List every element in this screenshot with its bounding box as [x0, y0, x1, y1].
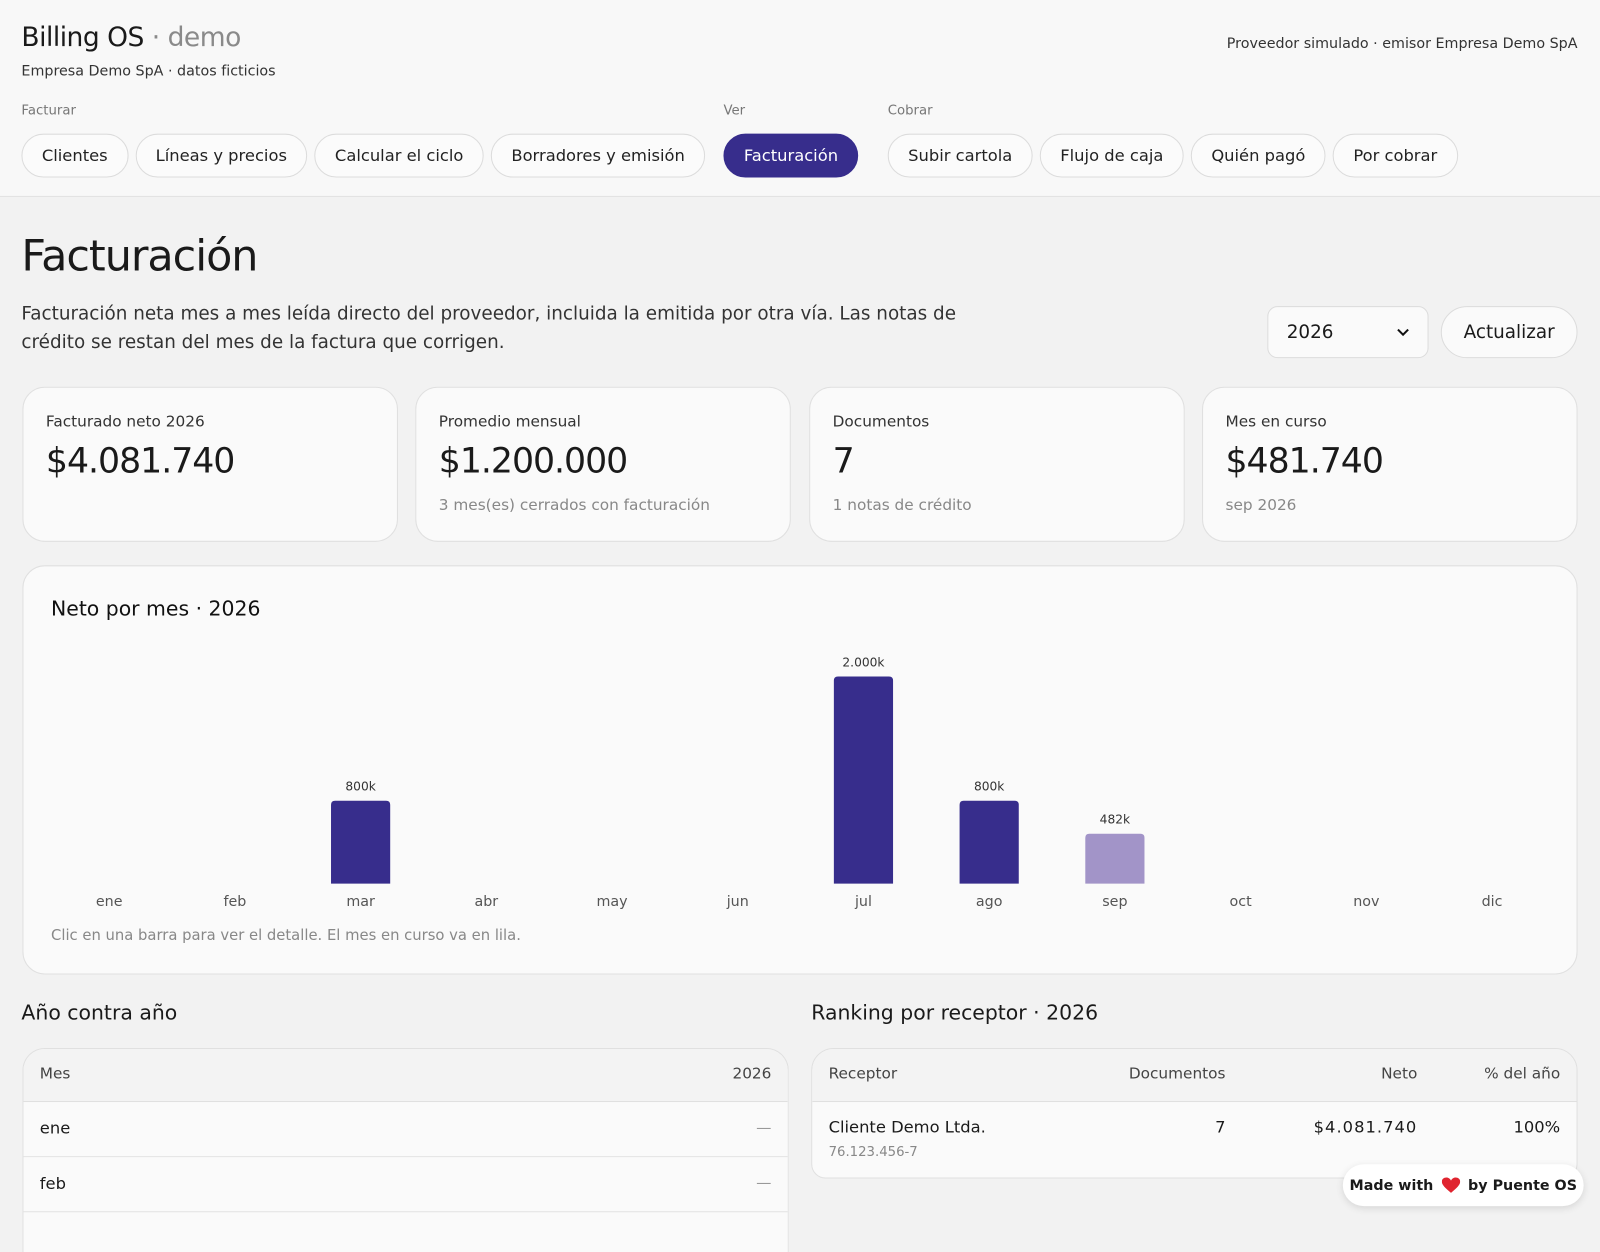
nav-group-label: Cobrar [887, 103, 933, 119]
nav-group: Cobrar Subir cartola Flujo de caja Quién pa… [887, 103, 1458, 178]
chart: Neto por mes · 2026 ene feb mar 800k abr may ju… [51, 596, 1503, 944]
nav-pill[interactable]: Borradores y emisión [490, 133, 706, 178]
x-tick-label: sep [1102, 894, 1127, 910]
x-tick-label: ene [96, 894, 123, 910]
nav-pills: Clientes Líneas y precios Calcular el cicl… [21, 133, 706, 178]
badge-text: by Puente OS [1468, 1177, 1577, 1194]
nav-group-label: Facturar [21, 103, 76, 119]
bar-value-label: 2.000k [842, 655, 885, 669]
yoy-table: Mes 2026 ene — feb — [22, 1047, 789, 1252]
app-subtitle: Empresa Demo SpA · datos ficticios [21, 63, 276, 80]
kpi-label: Promedio mensual [438, 412, 581, 431]
nav-pill[interactable]: Facturación [723, 133, 859, 178]
nav-pill[interactable]: Flujo de caja [1039, 133, 1184, 178]
chevron [1397, 328, 1409, 336]
badge-text: Made with [1349, 1177, 1434, 1194]
bar-value-label: 800k [974, 780, 1005, 794]
bar-value-label: 482k [1100, 813, 1131, 827]
kpi-value: $1.200.000 [438, 440, 628, 482]
made-with-badge[interactable]: Made with by Puente OS [1342, 1164, 1584, 1207]
x-tick-label: jun [726, 894, 749, 910]
table-row: Cliente Demo Ltda. 76.123.456-7 7 $4.081.74… [812, 1102, 1576, 1178]
cell-documents: 7 [1215, 1117, 1226, 1137]
table-row: feb — [23, 1157, 788, 1213]
nav-pills: Subir cartola Flujo de caja Quién pagó Por … [887, 133, 1458, 178]
kpi-card: Mes en curso $481.740 sep 2026 [1202, 386, 1578, 542]
app: Billing OS · demo Empresa Demo SpA · dat… [0, 22, 1600, 1252]
cell-value: — [756, 1173, 772, 1192]
chart-title: Neto por mes · 2026 [51, 596, 260, 620]
app-title: Billing OS · demo [21, 22, 242, 54]
x-tick-label: oct [1230, 894, 1253, 910]
page: Billing OS · demo Empresa Demo SpA · dat… [0, 22, 1600, 1252]
x-tick-label: abr [474, 894, 498, 910]
column-header: Receptor [828, 1064, 898, 1083]
x-tick-label: mar [346, 894, 375, 910]
x-tick-label: feb [223, 894, 246, 910]
nav-pill[interactable]: Por cobrar [1332, 133, 1458, 178]
app-name: Billing OS [21, 22, 144, 54]
bar-value-label: 800k [345, 780, 376, 794]
x-tick-label: dic [1482, 894, 1503, 910]
bar[interactable] [833, 676, 894, 884]
column-header: Documentos [1128, 1064, 1226, 1083]
column-header: Neto [1381, 1064, 1418, 1083]
nav-pill[interactable]: Clientes [21, 133, 129, 178]
year-select[interactable]: 2026 [1267, 306, 1429, 359]
receptor-name: Cliente Demo Ltda. [828, 1117, 986, 1137]
nav-pills: Facturación [723, 133, 859, 178]
bar[interactable] [1085, 833, 1145, 884]
table-header: Mes 2026 [23, 1048, 788, 1103]
nav-pill[interactable]: Líneas y precios [135, 133, 308, 178]
yoy-title: Año contra año [21, 999, 178, 1025]
receptor-id: 76.123.456-7 [828, 1144, 918, 1161]
cell-month: feb [39, 1173, 66, 1193]
kpi-value: 7 [832, 440, 855, 482]
ranking-table: Receptor Documentos Neto % del año Cliente D… [811, 1047, 1578, 1179]
app-suffix: · demo [151, 22, 242, 54]
kpi-note: 3 mes(es) cerrados con facturación [438, 495, 710, 515]
cell-net: $4.081.740 [1313, 1117, 1418, 1137]
kpi-note: 1 notas de crédito [832, 495, 972, 515]
kpi-note: sep 2026 [1225, 495, 1297, 515]
kpi-label: Documentos [832, 412, 930, 431]
kpi-value: $481.740 [1225, 440, 1384, 482]
kpi-label: Facturado neto 2026 [45, 412, 205, 431]
kpi-card: Documentos 7 1 notas de crédito [809, 386, 1185, 542]
cell-value: — [756, 1118, 772, 1137]
table-row: ene — [23, 1102, 788, 1158]
kpi-value: $4.081.740 [45, 440, 235, 482]
column-header: 2026 [732, 1064, 772, 1083]
kpi-card: Promedio mensual $1.200.000 3 mes(es) cerr… [415, 386, 791, 542]
table-header: Receptor Documentos Neto % del año [812, 1048, 1577, 1103]
nav-group: Ver Facturación [723, 103, 859, 178]
page-description: Facturación neta mes a mes leída directo… [21, 303, 957, 354]
ranking-title: Ranking por receptor · 2026 [811, 999, 1099, 1025]
nav-group-label: Ver [723, 103, 746, 119]
cell-share: 100% [1513, 1117, 1561, 1137]
bar[interactable] [331, 800, 391, 884]
x-tick-label: ago [976, 894, 1003, 910]
column-header: % del año [1484, 1064, 1561, 1083]
nav-pill[interactable]: Calcular el ciclo [314, 133, 484, 178]
bar[interactable] [959, 800, 1019, 884]
column-header: Mes [39, 1064, 71, 1083]
provider-info: Proveedor simulado · emisor Empresa Demo… [1226, 35, 1578, 53]
kpi-label: Mes en curso [1225, 412, 1327, 431]
x-tick-label: jul [854, 894, 872, 910]
nav-group: Facturar Clientes Líneas y precios Calcular… [21, 103, 706, 178]
x-tick-label: nov [1353, 894, 1380, 910]
x-tick-label: may [596, 894, 628, 910]
nav-pill[interactable]: Quién pagó [1190, 133, 1326, 178]
heart-icon [1441, 1177, 1460, 1193]
refresh-button[interactable]: Actualizar [1440, 306, 1578, 359]
kpi-card: Facturado neto 2026 $4.081.740 [22, 386, 398, 542]
chart-note: Clic en una barra para ver el detalle. E… [51, 927, 521, 944]
year-value: 2026 [1286, 321, 1334, 343]
chart-card: Neto por mes · 2026 ene feb mar 800k abr may ju… [22, 565, 1578, 975]
cell-month: ene [39, 1118, 71, 1138]
page-title: Facturación [21, 230, 258, 281]
nav-pill[interactable]: Subir cartola [887, 133, 1033, 178]
